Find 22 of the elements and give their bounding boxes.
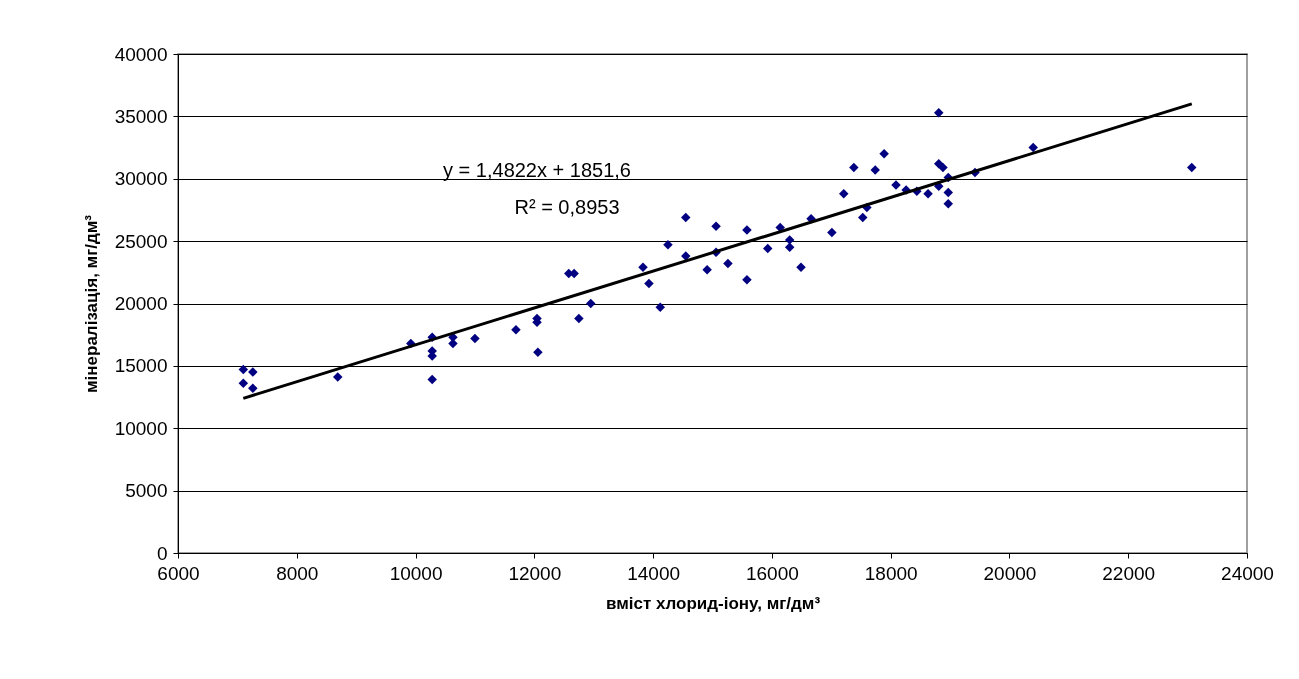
y-tick-label: 0 bbox=[156, 542, 168, 564]
x-tick-label: 6000 bbox=[157, 562, 200, 584]
x-tick-label: 16000 bbox=[745, 562, 799, 584]
y-tick-label: 35000 bbox=[114, 105, 168, 127]
y-tick-label: 5000 bbox=[125, 480, 168, 502]
x-tick-label: 8000 bbox=[276, 562, 319, 584]
annotation: R² = 0,8953 bbox=[514, 196, 620, 218]
y-tick-label: 15000 bbox=[114, 355, 168, 377]
x-tick-label: 10000 bbox=[389, 562, 443, 584]
y-tick-label: 40000 bbox=[114, 43, 168, 65]
y-tick-label: 25000 bbox=[114, 230, 168, 252]
y-axis-title: мінералізація, мг/дм³ bbox=[81, 214, 101, 394]
x-tick-label: 18000 bbox=[864, 562, 918, 584]
y-tick-label: 20000 bbox=[114, 293, 168, 314]
y-tick-label: 30000 bbox=[114, 168, 168, 190]
x-axis-title: вміст хлорид-іону, мг/дм³ bbox=[605, 593, 821, 613]
x-tick-label: 12000 bbox=[508, 562, 562, 584]
x-tick-label: 22000 bbox=[1102, 562, 1156, 584]
x-tick-label: 24000 bbox=[1221, 562, 1274, 584]
x-tick-label: 20000 bbox=[983, 562, 1037, 584]
x-tick-label: 14000 bbox=[627, 562, 681, 584]
y-tick-label: 10000 bbox=[114, 417, 168, 439]
